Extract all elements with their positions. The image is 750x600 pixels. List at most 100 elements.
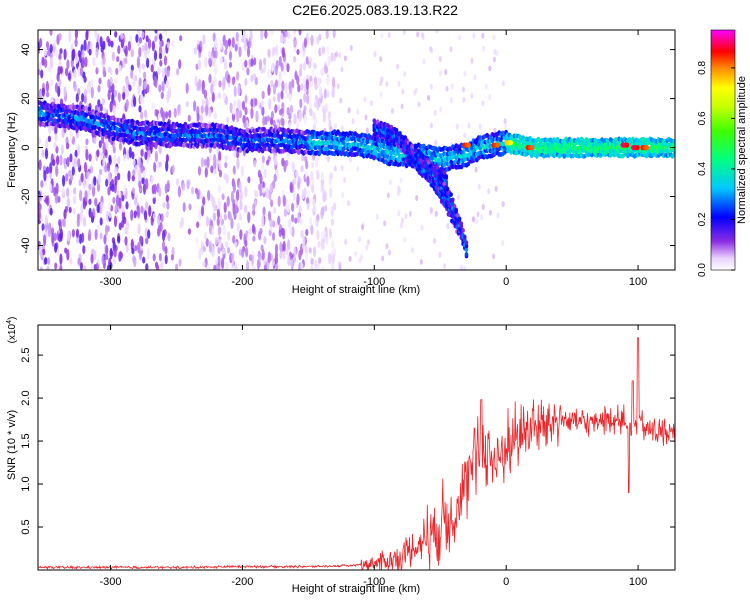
- spectrogram-noise-cell: [203, 89, 208, 100]
- spectrogram-noise-cell: [228, 61, 233, 68]
- spectrogram-noise-cell: [225, 174, 229, 184]
- spectrogram-noise-cell: [186, 179, 190, 190]
- spectrogram-noise-cell: [67, 72, 71, 81]
- spectrogram-noise-cell: [324, 204, 328, 212]
- spectrogram-noise-cell: [274, 250, 278, 263]
- spectrogram-noise-cell: [364, 114, 368, 121]
- spectrogram-noise-cell: [115, 67, 119, 75]
- spectrogram-noise-cell: [39, 37, 43, 48]
- spectrogram-noise-cell: [252, 203, 256, 212]
- spectrogram-noise-cell: [218, 238, 222, 249]
- spectrogram-noise-cell: [234, 241, 238, 248]
- spectrogram-noise-cell: [237, 84, 241, 96]
- spectrogram-noise-cell: [233, 210, 237, 221]
- spectrogram-noise-cell: [397, 80, 401, 87]
- spectrogram-noise-cell: [57, 66, 61, 76]
- spectrogram-noise-cell: [326, 155, 331, 163]
- spectrogram-noise-cell: [81, 56, 85, 69]
- spectrogram-noise-cell: [84, 89, 88, 98]
- spectrogram-noise-cell: [201, 86, 205, 95]
- spectrogram-noise-cell: [446, 223, 450, 230]
- spectrogram-noise-cell: [164, 246, 168, 255]
- spectrogram-noise-cell: [105, 254, 109, 261]
- spectrogram-noise-cell: [163, 30, 168, 36]
- spectrogram-noise-cell: [83, 161, 88, 173]
- spectrogram-noise-cell: [487, 188, 491, 195]
- spectrogram-noise-cell: [224, 48, 228, 56]
- spectrogram-noise-cell: [145, 35, 149, 43]
- spectrogram-noise-cell: [103, 107, 107, 114]
- spectrogram-noise-cell: [281, 227, 285, 236]
- spectrogram-noise-cell: [66, 59, 70, 70]
- spectrogram-noise-cell: [74, 149, 78, 159]
- spectrogram-noise-cell: [293, 246, 297, 258]
- spectrogram-noise-cell: [274, 79, 279, 88]
- spectrogram-noise-cell: [211, 228, 215, 236]
- spectrogram-ridge-cell: [394, 127, 399, 133]
- spectrogram-noise-cell: [315, 158, 319, 169]
- spectrogram-noise-cell: [146, 247, 150, 260]
- spectrogram-noise-cell: [78, 179, 82, 187]
- spectrogram-noise-cell: [354, 251, 358, 257]
- spectrogram-noise-cell: [49, 56, 54, 69]
- spectrogram-noise-cell: [240, 165, 244, 177]
- spectrogram-noise-cell: [218, 169, 223, 178]
- spectrogram-noise-cell: [125, 201, 129, 210]
- spectrogram-noise-cell: [217, 246, 221, 255]
- spectrogram-noise-cell: [62, 174, 66, 187]
- spectrogram-noise-cell: [177, 185, 181, 198]
- spectrogram-noise-cell: [79, 66, 84, 77]
- spectrogram-noise-cell: [326, 76, 330, 85]
- spectrogram-noise-cell: [274, 154, 278, 166]
- spectrogram-noise-cell: [71, 228, 75, 238]
- spectrogram-noise-cell: [57, 196, 61, 203]
- spectrogram-noise-cell: [303, 37, 308, 48]
- spectrogram-noise-cell: [390, 108, 394, 114]
- spectrogram-noise-cell: [161, 80, 165, 88]
- spectrogram-noise-cell: [379, 91, 383, 98]
- spectrogram-noise-cell: [286, 107, 290, 116]
- spectrogram-noise-cell: [228, 50, 233, 61]
- spectrogram-noise-cell: [40, 69, 44, 79]
- spectrogram-noise-cell: [323, 88, 327, 99]
- spectrogram-noise-cell: [85, 180, 89, 188]
- spectrogram-noise-cell: [166, 179, 170, 191]
- spectrogram-noise-cell: [74, 30, 78, 40]
- spectrogram-noise-cell: [69, 130, 73, 141]
- spectrogram-noise-cell: [44, 215, 49, 225]
- spectrogram-noise-cell: [59, 154, 63, 166]
- spectrogram-noise-cell: [141, 177, 145, 185]
- spectrogram-noise-cell: [254, 98, 258, 106]
- spectrogram-noise-cell: [132, 76, 136, 87]
- spectrogram-ridge-cell: [672, 152, 675, 158]
- spectrogram-noise-cell: [232, 165, 236, 175]
- spectrogram-noise-cell: [277, 104, 281, 112]
- spectrogram-noise-cell: [143, 109, 148, 119]
- spectrogram-noise-cell: [300, 229, 304, 239]
- spectrogram-noise-cell: [270, 199, 274, 208]
- spectrogram-noise-cell: [157, 66, 161, 75]
- spectrogram-noise-cell: [318, 257, 322, 264]
- spectrogram-noise-cell: [288, 218, 292, 229]
- snr-x-label: Height of straight line (km): [292, 583, 420, 595]
- spectrogram-noise-cell: [346, 200, 350, 207]
- spectrogram-noise-cell: [44, 45, 48, 57]
- colorbar-label: Normalized spectral amplitude: [736, 76, 748, 224]
- spectrogram-noise-cell: [100, 201, 104, 209]
- spectrogram-noise-cell: [282, 194, 286, 207]
- spectrogram-noise-cell: [142, 169, 146, 178]
- spectrogram-noise-cell: [222, 225, 227, 236]
- spectrogram-noise-cell: [80, 202, 84, 214]
- spectrogram-noise-cell: [470, 57, 474, 64]
- spectrogram-noise-cell: [54, 82, 59, 93]
- spectrogram-noise-cell: [105, 244, 109, 256]
- colorbar-tick-label: 0.6: [697, 111, 708, 125]
- spectrogram-noise-cell: [236, 222, 240, 232]
- spectrogram-noise-cell: [154, 30, 158, 34]
- spectrogram-noise-cell: [231, 36, 235, 49]
- spectrogram-noise-cell: [165, 111, 169, 119]
- spectrogram-noise-cell: [213, 153, 217, 165]
- spectrogram-noise-cell: [165, 210, 169, 219]
- spectrogram-hotspot: [635, 145, 640, 151]
